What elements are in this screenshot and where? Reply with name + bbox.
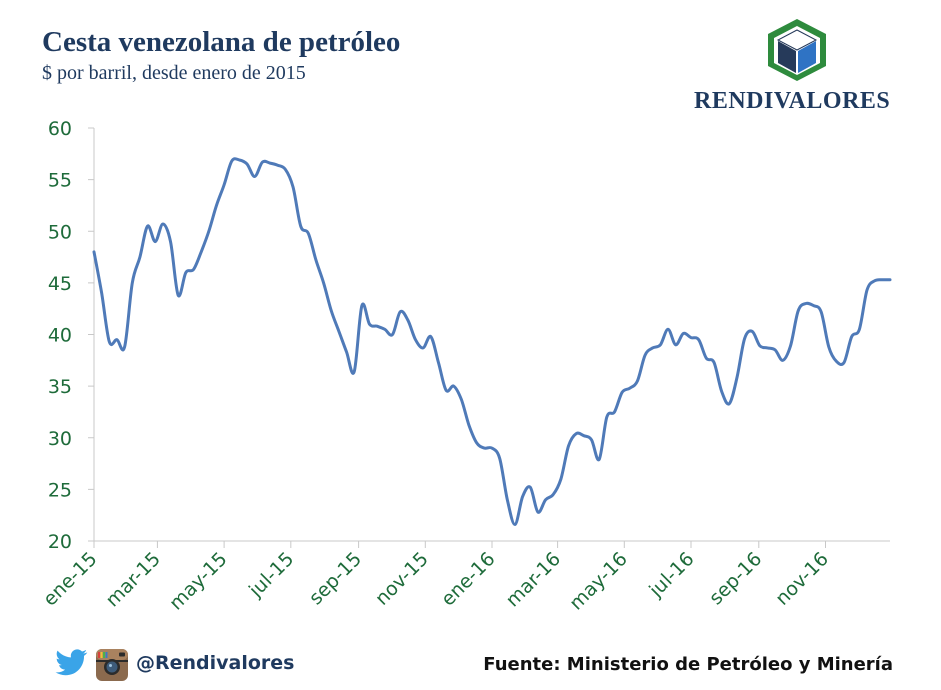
x-tick-label: sep-15 <box>305 548 366 609</box>
y-tick-label: 40 <box>48 325 72 347</box>
x-tick-label: ene-15 <box>39 548 102 611</box>
x-axis: ene-15 mar-15 may-15 jul-15 sep-15 nov-15 ene-… <box>39 540 890 615</box>
x-tick-label: may-15 <box>165 548 232 615</box>
y-axis: 20 25 30 35 40 45 50 55 60 <box>48 118 95 553</box>
x-tick-label: mar-16 <box>502 548 565 611</box>
cube-logo-icon <box>768 19 826 81</box>
x-tick-label: nov-16 <box>771 548 833 610</box>
y-tick-label: 35 <box>48 376 72 398</box>
instagram-camera-icon[interactable] <box>95 648 129 682</box>
series-line <box>92 157 892 526</box>
x-tick-label: sep-16 <box>705 548 766 609</box>
social-handle[interactable]: @Rendivalores <box>136 652 295 674</box>
x-tick-label: may-16 <box>565 548 632 615</box>
brand-logo-text: RENDIVALORES <box>694 88 891 114</box>
x-tick-label: mar-15 <box>101 548 164 611</box>
x-tick-label: ene-16 <box>437 548 500 611</box>
brand-logo: RENDIVALORES <box>690 16 910 116</box>
x-tick-label: jul-15 <box>244 548 298 602</box>
chart-title: Cesta venezolana de petróleo <box>42 26 401 58</box>
y-tick-label: 60 <box>48 118 72 140</box>
twitter-bird-icon[interactable] <box>54 648 88 678</box>
y-tick-label: 45 <box>48 273 72 295</box>
x-tick-label: nov-15 <box>371 548 433 610</box>
x-tick-label: jul-16 <box>644 548 698 602</box>
y-tick-label: 50 <box>48 221 72 243</box>
y-tick-label: 20 <box>48 531 72 553</box>
y-tick-label: 25 <box>48 479 72 501</box>
series-layer <box>92 157 892 526</box>
y-tick-label: 30 <box>48 428 72 450</box>
y-tick-label: 55 <box>48 170 72 192</box>
chart-subtitle: $ por barril, desde enero de 2015 <box>42 62 306 84</box>
data-source: Fuente: Ministerio de Petróleo y Minería <box>483 654 893 675</box>
